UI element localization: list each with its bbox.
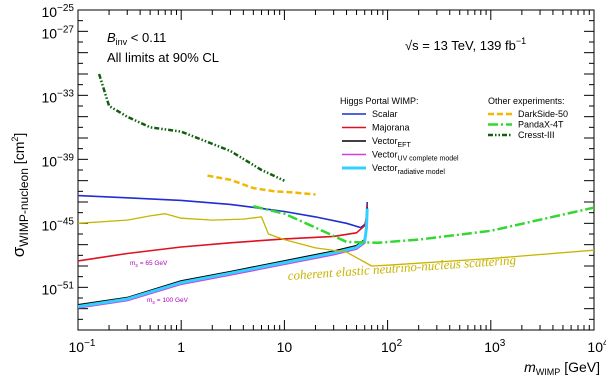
x-axis-label: mWIMP [GeV]: [524, 359, 600, 377]
y-tick-label: 10−27: [41, 24, 74, 41]
legend-label-o1: PandaX-4T: [518, 120, 564, 130]
legend-label-h0: Scalar: [372, 109, 398, 119]
legend-title-other: Other experiments:: [488, 96, 565, 106]
series-line-5: [207, 174, 316, 196]
axis-ticks: [77, 9, 594, 331]
mass-100-note: ms = 100 GeV: [147, 297, 189, 306]
legend-label-h2: VectorEFT: [372, 136, 411, 149]
series-line-8: [78, 213, 594, 267]
x-tick-label: 10−1: [69, 338, 96, 355]
curves: [78, 73, 594, 309]
series-line-4: [78, 208, 369, 308]
cl-annotation: All limits at 90% CL: [107, 50, 219, 65]
legend: Higgs Portal WIMP: Other experiments: Sc…: [340, 96, 568, 176]
y-tick-label: 10−33: [41, 88, 74, 105]
series-line-0: [78, 194, 368, 229]
series-line-3: [78, 209, 369, 309]
legend-label-o2: Cresst-III: [518, 130, 555, 140]
y-tick-label: 10−51: [41, 280, 74, 297]
y-tick-label: 10−25: [41, 3, 74, 20]
y-axis-label: σWIMP-nucleon [cm2]: [9, 133, 31, 258]
binv-annotation: Binv < 0.11: [107, 30, 166, 47]
y-tick-label: 10−45: [41, 216, 74, 233]
legend-label-o0: DarkSide-50: [518, 109, 568, 119]
x-tick-label: 102: [381, 338, 403, 355]
x-tick-label: 103: [484, 338, 506, 355]
energy-annotation: √s = 13 TeV, 139 fb−1: [405, 36, 526, 53]
series-line-6: [253, 204, 594, 245]
legend-label-h1: Majorana: [372, 123, 410, 133]
x-tick-label: 104: [587, 338, 606, 355]
legend-title-higgs: Higgs Portal WIMP:: [340, 96, 419, 106]
mass-65-note: ms = 65 GeV: [130, 260, 168, 269]
legend-label-h4: Vectorradiative model: [372, 163, 445, 176]
x-tick-label: 1: [177, 339, 185, 355]
x-tick-label: 10: [277, 339, 293, 355]
axis-tick-labels: 10−1 1 10 102 103 104 10−25 10−27 10−33 10−39 10−4…: [41, 3, 606, 355]
series-line-7: [97, 73, 285, 182]
y-tick-label: 10−39: [41, 152, 74, 169]
legend-label-h3: VectorUV complete model: [372, 150, 459, 163]
